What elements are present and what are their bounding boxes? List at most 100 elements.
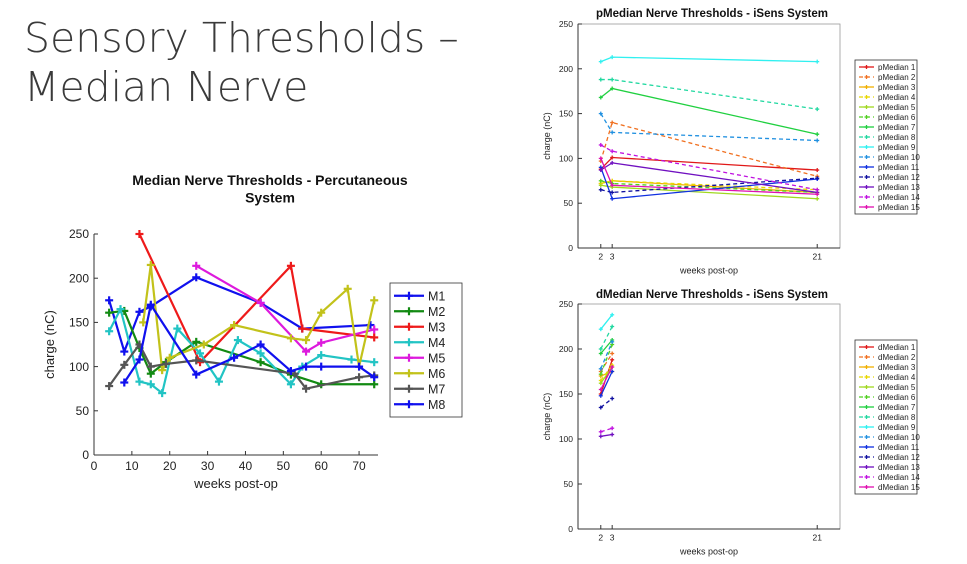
y-tick-label: 50: [76, 404, 90, 418]
data-point: [610, 55, 615, 60]
data-point: [610, 369, 615, 374]
data-point: [598, 168, 603, 173]
data-point: [158, 389, 167, 398]
series-line: [600, 180, 818, 194]
data-point: [598, 77, 603, 82]
y-tick-label: 50: [564, 479, 574, 489]
legend-label: pMedian 11: [878, 163, 920, 172]
data-point: [199, 340, 208, 349]
legend-item: M8: [394, 398, 445, 412]
legend-label: dMedian 12: [878, 453, 920, 462]
series-m6: [139, 260, 379, 375]
legend-item: dMedian 9: [859, 423, 916, 432]
series-pmedian-9: [598, 55, 820, 64]
data-point: [233, 336, 242, 345]
legend-item: M5: [394, 351, 445, 365]
data-point: [598, 387, 603, 392]
data-point: [610, 130, 615, 135]
data-point: [370, 325, 379, 334]
data-point: [598, 156, 603, 161]
legend-item: M6: [394, 367, 445, 381]
data-point: [815, 187, 820, 192]
data-point: [598, 429, 603, 434]
y-tick-label: 250: [69, 227, 89, 241]
y-tick-label: 200: [559, 344, 573, 354]
legend-item: pMedian 4: [859, 93, 916, 102]
legend-label: pMedian 4: [878, 93, 916, 102]
data-point: [105, 327, 114, 336]
legend-label: pMedian 3: [878, 83, 916, 92]
data-point: [610, 426, 615, 431]
data-point: [146, 380, 155, 389]
series-line: [600, 180, 818, 191]
series-line: [600, 78, 818, 110]
legend-label: M3: [428, 320, 445, 334]
series-dmedian-10: [598, 339, 615, 371]
x-tick-label: 30: [201, 459, 215, 473]
data-point: [598, 351, 603, 356]
legend-label: pMedian 8: [878, 133, 916, 142]
data-point: [192, 370, 201, 379]
data-point: [610, 432, 615, 437]
y-tick-label: 150: [559, 389, 573, 399]
chart-title: System: [245, 190, 295, 206]
series-dmedian-11: [598, 369, 615, 398]
series-line: [600, 326, 613, 350]
legend-item: M3: [394, 320, 445, 334]
data-point: [598, 95, 603, 100]
series-m7: [105, 340, 379, 393]
data-point: [598, 59, 603, 64]
data-point: [192, 261, 201, 270]
x-tick-label: 50: [277, 459, 291, 473]
legend-label: M1: [428, 289, 445, 303]
data-point: [598, 183, 603, 188]
legend-label: pMedian 7: [878, 123, 916, 132]
data-point: [192, 337, 201, 346]
data-point: [105, 308, 114, 317]
data-point: [286, 367, 295, 376]
data-point: [598, 178, 603, 183]
data-point: [815, 176, 820, 181]
series-dmedian-13: [598, 432, 615, 439]
chart-title: pMedian Nerve Thresholds - iSens System: [596, 8, 828, 20]
legend-label: pMedian 1: [878, 63, 916, 72]
y-tick-label: 100: [559, 153, 573, 163]
y-tick-label: 150: [69, 316, 89, 330]
data-point: [610, 351, 615, 356]
legend-item: dMedian 6: [859, 393, 916, 402]
data-point: [370, 373, 379, 382]
x-tick-label: 20: [163, 459, 177, 473]
legend-label: pMedian 15: [878, 203, 920, 212]
legend-label: M7: [428, 382, 445, 396]
data-point: [105, 296, 114, 305]
x-tick-label: 3: [610, 533, 615, 543]
legend-label: pMedian 6: [878, 113, 916, 122]
legend-label: M5: [428, 351, 445, 365]
data-point: [610, 155, 615, 160]
series-pmedian-8: [598, 77, 820, 112]
data-point: [214, 377, 223, 386]
data-point: [135, 355, 144, 364]
legend-label: dMedian 6: [878, 393, 916, 402]
legend: [389, 282, 463, 418]
legend-label: M8: [428, 398, 445, 412]
data-point: [317, 338, 326, 347]
data-point: [302, 347, 311, 356]
chart-pmedian-isens: pMedian Nerve Thresholds - iSens System 0…: [542, 8, 920, 276]
legend-item: dMedian 5: [859, 383, 916, 392]
data-point: [598, 366, 603, 371]
legend-label: dMedian 3: [878, 363, 916, 372]
legend-item: dMedian 12: [859, 453, 920, 462]
series-line: [108, 276, 371, 356]
series-pmedian-11: [598, 165, 820, 201]
data-point: [355, 373, 364, 382]
data-point: [317, 308, 326, 317]
data-point: [610, 190, 615, 195]
data-point: [120, 378, 129, 387]
data-point: [120, 360, 129, 369]
series-m5: [192, 261, 379, 356]
data-point: [598, 393, 603, 398]
plot-area: [577, 303, 841, 530]
series-line: [600, 364, 613, 381]
legend-item: dMedian 15: [859, 483, 920, 492]
